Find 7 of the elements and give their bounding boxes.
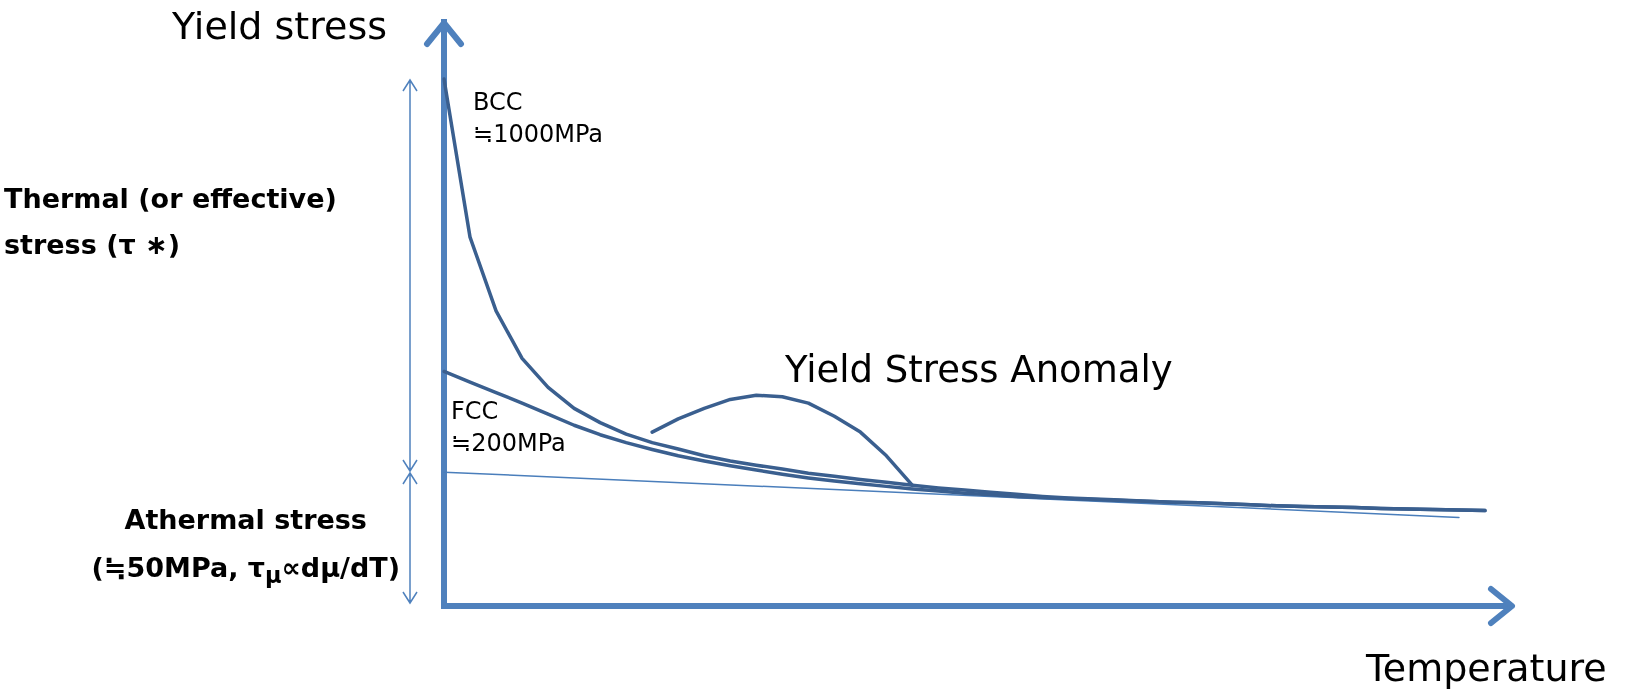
text: Athermal stress (≒50MPa, τ$_{μ}$∝dμ/dT) (91, 503, 400, 591)
annotation: Yield Stress Anomaly (785, 348, 1173, 391)
text: Thermal (or effective) stress (τ ∗) (4, 182, 337, 262)
annotation: FCC ≒200MPa (451, 396, 566, 459)
x-axis-title: Temperature (1366, 646, 1607, 690)
y-axis-title: Yield stress (172, 4, 388, 48)
annotation: BCC ≒1000MPa (473, 87, 604, 150)
